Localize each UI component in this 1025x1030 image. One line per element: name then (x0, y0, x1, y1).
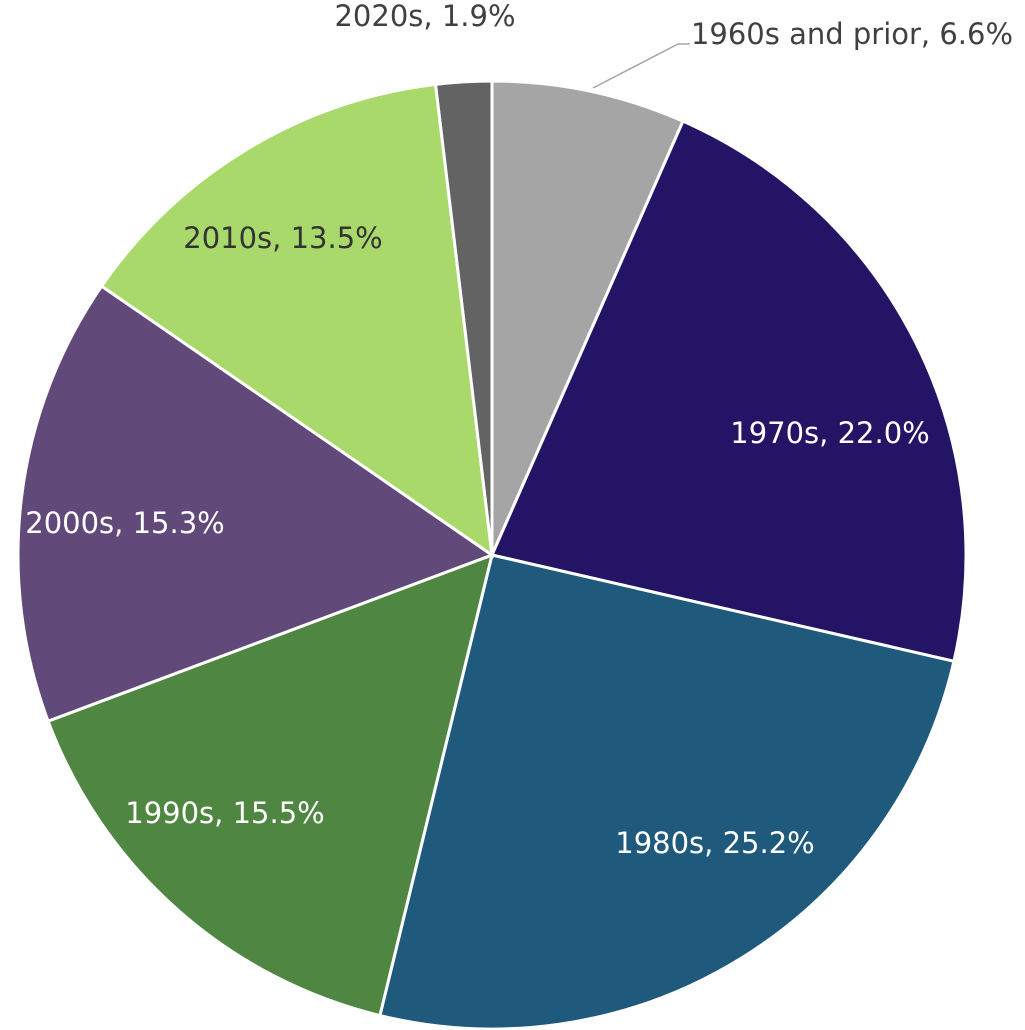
data-label: 1970s, 22.0% (730, 416, 929, 450)
leader-line (592, 43, 690, 89)
data-label: 2010s, 13.5% (183, 221, 382, 255)
pie-slice: 1970s (489, 119, 968, 664)
pie-slice: 2000s (16, 284, 496, 724)
data-label: 1960s and prior, 6.6% (691, 17, 1013, 51)
pie-slice: 2010s (99, 82, 494, 559)
pie-slice: 1980s (378, 553, 956, 1030)
pie-slice: 1960s and prior (490, 79, 685, 556)
data-label: 2000s, 15.3% (25, 506, 224, 540)
data-label: 1980s, 25.2% (615, 826, 814, 860)
pie-slice: 2020s (433, 79, 494, 556)
pie-slice: 1990s (46, 552, 495, 1018)
data-label: 1990s, 15.5% (125, 796, 324, 830)
data-label: 2020s, 1.9% (334, 0, 515, 33)
